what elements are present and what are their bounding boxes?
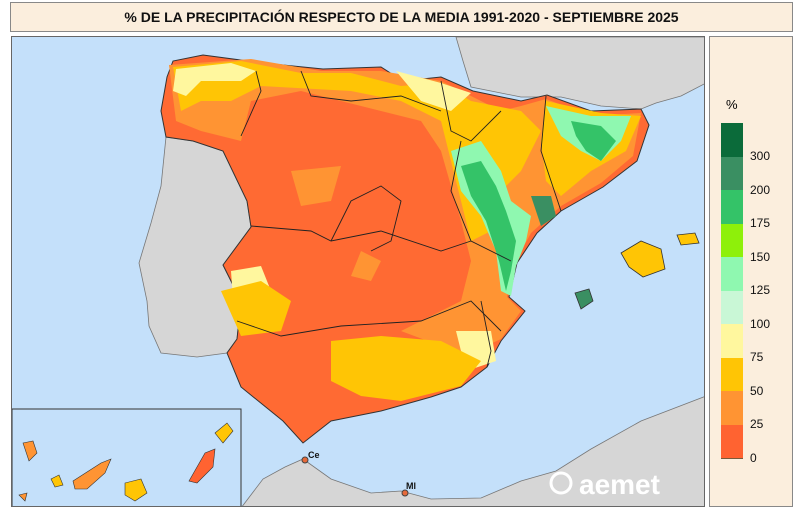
france-land [455, 37, 704, 110]
legend-label: 75 [750, 350, 764, 364]
legend-unit: % [726, 97, 738, 112]
legend-swatch [721, 391, 743, 426]
legend-label: 100 [750, 316, 771, 331]
svg-text:aemet: aemet [579, 469, 660, 500]
legend-swatch [721, 190, 743, 225]
legend-swatch [721, 290, 743, 325]
map-title: % DE LA PRECIPITACIÓN RESPECTO DE LA MED… [10, 2, 793, 32]
legend: % 300 200 175 150 125 100 75 50 25 0 [709, 36, 793, 507]
menorca [676, 232, 700, 246]
legend-label: 50 [750, 383, 764, 398]
canary-islands-inset [12, 408, 242, 506]
legend-label: 125 [750, 283, 771, 297]
legend-swatch [721, 123, 743, 158]
ceuta-marker [301, 456, 309, 464]
legend-swatch [721, 223, 743, 258]
legend-label: 300 [750, 149, 771, 163]
legend-label: 175 [750, 216, 771, 230]
legend-swatch [721, 257, 743, 292]
legend-label: 200 [750, 182, 771, 197]
legend-swatch [721, 324, 743, 359]
mallorca [620, 240, 666, 278]
legend-swatch [721, 156, 743, 191]
legend-label: 150 [750, 249, 771, 264]
ibiza [574, 288, 594, 310]
melilla-marker [401, 489, 409, 497]
legend-swatch [721, 424, 743, 459]
melilla-label: Ml [406, 481, 416, 491]
aemet-logo: aemet [549, 469, 660, 500]
legend-swatch [721, 357, 743, 392]
ceuta-label: Ce [308, 450, 320, 460]
region-borders [236, 70, 562, 368]
legend-label: 0 [750, 450, 757, 465]
precipitation-map: Ce Ml aemet [11, 36, 705, 507]
morocco-land [242, 396, 704, 506]
precip-areas [169, 59, 641, 401]
legend-label: 25 [750, 417, 764, 431]
map-svg: Ce Ml aemet [12, 37, 704, 506]
